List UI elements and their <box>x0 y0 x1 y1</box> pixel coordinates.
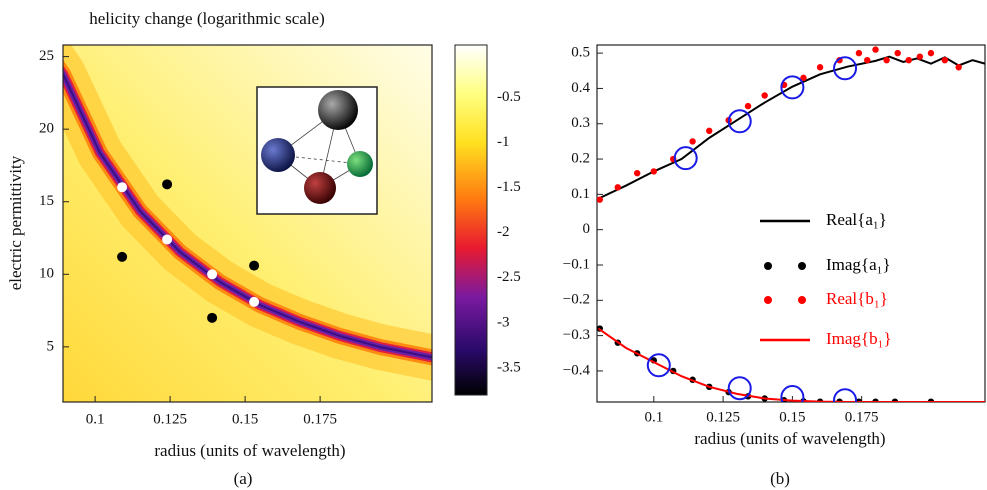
marker <box>761 92 768 99</box>
y-tick-label: 10 <box>39 266 54 282</box>
y-tick-label: 0 <box>583 221 591 237</box>
caption: (a) <box>234 469 253 488</box>
marker <box>941 56 949 64</box>
legend-label: Imag{a₁} <box>826 255 891 274</box>
legend-marker <box>798 296 806 304</box>
x-tick-label: 0.175 <box>845 409 879 425</box>
marker <box>916 53 924 60</box>
highlight-circle <box>673 146 698 171</box>
marker <box>864 56 871 64</box>
colorbar-tick-label: -0.5 <box>497 89 521 105</box>
inset <box>256 86 378 215</box>
colorbar-tick-label: -3.5 <box>497 359 521 375</box>
y-tick-label: 25 <box>39 48 54 64</box>
marker <box>614 184 621 191</box>
marker <box>905 56 912 64</box>
y-tick-label: −0.4 <box>563 362 591 378</box>
point <box>249 260 260 271</box>
highlight-circle <box>780 385 805 402</box>
highlight-circle <box>727 376 752 401</box>
y-tick-label: 0.1 <box>571 186 590 202</box>
point <box>117 182 128 193</box>
marker <box>744 102 752 110</box>
marker <box>855 49 863 57</box>
marker <box>800 74 807 82</box>
highlight-circle <box>833 388 858 402</box>
marker <box>955 64 962 71</box>
highlight-circle <box>780 75 805 100</box>
marker <box>816 64 824 71</box>
caption: (b) <box>770 469 790 488</box>
x-tick-label: 0.1 <box>644 409 663 425</box>
heatmap <box>63 45 432 402</box>
marker <box>927 49 935 57</box>
y-tick-label: 0.2 <box>571 150 590 166</box>
legend-label: Real{a₁} <box>826 210 887 229</box>
marker <box>650 168 658 175</box>
x-tick-label: 0.125 <box>706 409 740 425</box>
y-tick-label: 20 <box>39 121 54 137</box>
point <box>162 179 173 190</box>
highlight-circle <box>646 353 671 378</box>
plot-a: 0.1 0.125 0.15 0.175 5 10 15 20 25 -0.5 -1 -1.5 -2 -2… <box>39 44 521 427</box>
legend-marker <box>798 262 806 270</box>
plot-b: 0.1 0.125 0.15 0.175 0.5 0.4 0.3 0.2 0.1 0 −0.1 −0.… <box>563 44 986 425</box>
chart-title: helicity change (logarithmic scale) <box>89 9 325 28</box>
y-tick-label: 0.4 <box>571 80 590 96</box>
plot-area <box>597 46 985 402</box>
marker <box>706 127 713 135</box>
x-tick-label: 0.15 <box>232 411 258 427</box>
legend-marker <box>764 296 772 304</box>
x-tick-label: 0.1 <box>86 411 105 427</box>
marker <box>872 46 879 53</box>
marker <box>633 169 641 177</box>
point <box>249 296 260 307</box>
marker <box>894 49 901 57</box>
y-tick-label: 5 <box>47 338 55 354</box>
x-axis-label: radius (units of wavelength) <box>154 441 345 460</box>
y-tick-label: −0.1 <box>563 256 590 272</box>
colorbar-tick-label: -1 <box>497 134 510 150</box>
line <box>597 327 985 402</box>
marker <box>597 196 603 203</box>
x-tick-label: 0.175 <box>303 411 337 427</box>
colorbar <box>454 44 488 396</box>
x-axis-label: radius (units of wavelength) <box>694 429 885 448</box>
legend-label: Real{b₁} <box>826 289 888 308</box>
x-tick-label: 0.125 <box>153 411 187 427</box>
colorbar-tick-label: -2 <box>497 224 510 240</box>
marker <box>883 56 890 64</box>
marker <box>689 138 696 145</box>
colorbar-tick-label: -1.5 <box>497 179 521 195</box>
highlight-circle <box>833 56 858 81</box>
line <box>597 55 985 200</box>
highlight-circle <box>727 109 752 134</box>
point <box>207 269 218 280</box>
y-tick-label: −0.3 <box>563 327 590 343</box>
colorbar-tick-label: -3 <box>497 314 510 330</box>
y-axis-label: electric permittivity <box>6 155 25 290</box>
point <box>117 251 128 262</box>
y-tick-label: −0.2 <box>563 292 590 308</box>
y-tick-label: 15 <box>39 193 54 209</box>
legend-marker <box>764 262 772 270</box>
y-tick-label: 0.3 <box>571 115 590 131</box>
colorbar-tick-label: -2.5 <box>497 269 521 285</box>
point <box>207 312 218 323</box>
point <box>162 234 173 245</box>
legend-label: Imag{b₁} <box>826 329 892 348</box>
x-tick-label: 0.15 <box>779 409 805 425</box>
plot-frame <box>596 44 986 403</box>
y-tick-label: 0.5 <box>571 45 590 61</box>
plot-frame <box>62 44 433 403</box>
